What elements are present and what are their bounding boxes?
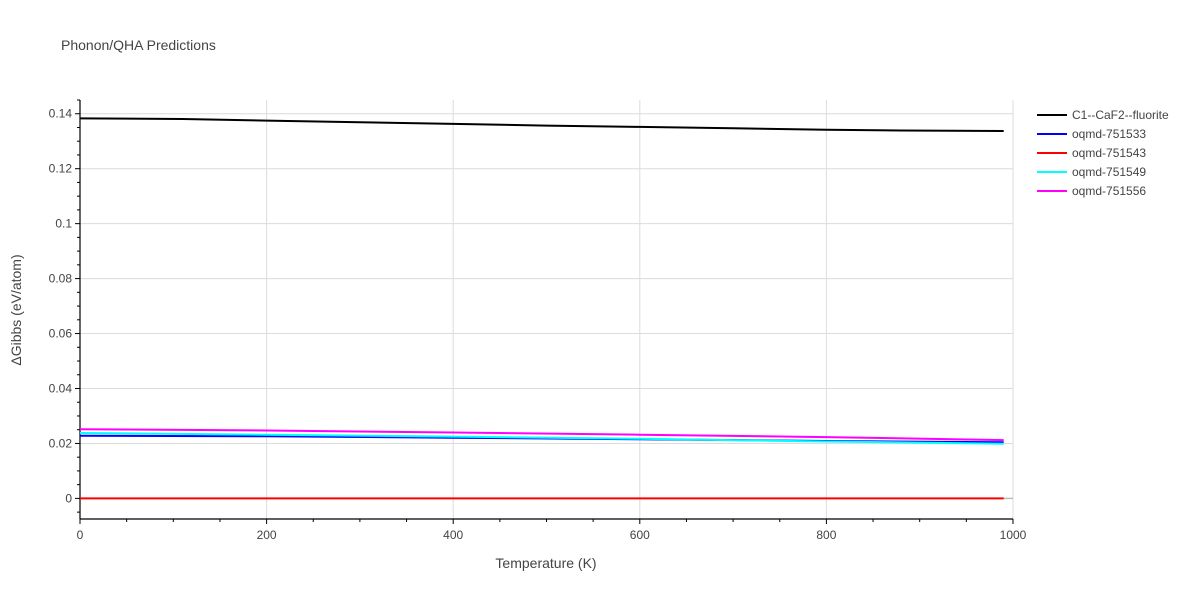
y-tick-label: 0.02 <box>49 436 73 450</box>
y-tick-label: 0.14 <box>49 107 73 121</box>
legend-label: C1--CaF2--fluorite <box>1072 108 1169 122</box>
chart-title: Phonon/QHA Predictions <box>61 37 216 53</box>
x-tick-label: 600 <box>630 528 650 542</box>
y-tick-label: 0.1 <box>55 217 72 231</box>
legend-label: oqmd-751533 <box>1072 127 1146 141</box>
x-tick-label: 400 <box>443 528 463 542</box>
legend-item[interactable]: oqmd-751543 <box>1037 146 1146 160</box>
legend-item[interactable]: C1--CaF2--fluorite <box>1037 108 1169 122</box>
legend[interactable]: C1--CaF2--fluorite oqmd-751533 oqmd-751543… <box>1037 108 1169 198</box>
legend-item[interactable]: oqmd-751549 <box>1037 165 1146 179</box>
series-line-C1--CaF2--fluorite <box>79 117 1004 132</box>
y-tick-label: 0.08 <box>49 272 73 286</box>
y-tick-label: 0.06 <box>49 327 73 341</box>
legend-label: oqmd-751549 <box>1072 165 1146 179</box>
series-line-oqmd-751556 <box>79 428 1004 442</box>
x-tick-label: 0 <box>77 528 84 542</box>
legend-item[interactable]: oqmd-751533 <box>1037 127 1146 141</box>
y-axis-title: ΔGibbs (eV/atom) <box>8 254 24 365</box>
y-tick-label: 0 <box>65 491 72 505</box>
grid-lines <box>80 100 1014 519</box>
series-line-oqmd-751549 <box>79 432 1004 445</box>
legend-item[interactable]: oqmd-751556 <box>1037 184 1146 198</box>
legend-label: oqmd-751556 <box>1072 184 1146 198</box>
y-tick-label: 0.04 <box>49 381 73 395</box>
tick-labels: 0 200 400 600 800 1000 0 0.02 0.04 0.06 0.08 0.1 0.1… <box>49 107 1027 542</box>
series-lines <box>79 117 1004 500</box>
x-tick-label: 800 <box>816 528 836 542</box>
x-tick-label: 200 <box>257 528 277 542</box>
x-axis-title: Temperature (K) <box>495 555 596 571</box>
y-tick-label: 0.12 <box>49 162 73 176</box>
legend-label: oqmd-751543 <box>1072 146 1146 160</box>
x-tick-label: 1000 <box>1000 528 1027 542</box>
axes <box>75 99 1014 524</box>
